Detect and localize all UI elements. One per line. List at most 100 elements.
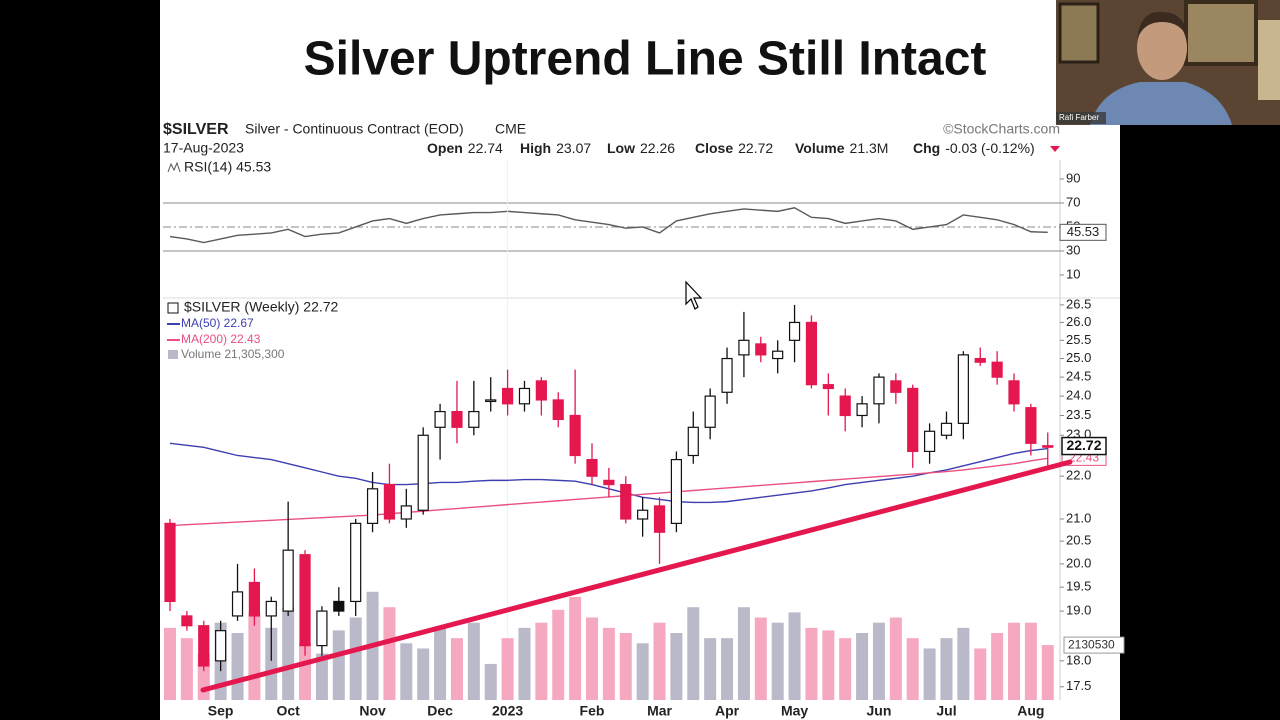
rsi-tick-label: 10 xyxy=(1066,266,1080,281)
volume-bar xyxy=(856,633,869,700)
volume-bar xyxy=(737,607,750,700)
volume-bar xyxy=(991,633,1004,700)
y-tick-label: 25.5 xyxy=(1066,332,1091,347)
x-tick-label: Nov xyxy=(359,703,386,719)
candle-body xyxy=(451,410,463,428)
volume-tag: 2130530 xyxy=(1068,637,1115,651)
x-tick-label: Apr xyxy=(715,703,740,719)
ma-legend: MA(50) 22.67 xyxy=(181,316,254,330)
candle-body xyxy=(772,350,784,360)
volume-bar xyxy=(231,633,244,700)
quote-item: Low 22.26 xyxy=(607,140,675,156)
quote-item: High 23.07 xyxy=(520,140,591,156)
source: ©StockCharts.com xyxy=(943,121,1060,137)
candle-body xyxy=(586,458,598,477)
quote-label: Low xyxy=(607,140,635,156)
candle-body xyxy=(333,600,345,612)
volume-bar xyxy=(872,622,885,700)
candle-body xyxy=(299,554,311,647)
candle-body xyxy=(805,321,818,386)
y-tick-label: 20.5 xyxy=(1066,533,1091,548)
volume-bar xyxy=(417,648,430,700)
candle-body xyxy=(468,410,480,428)
rsi-tick-label: 30 xyxy=(1066,242,1080,257)
wall-picture xyxy=(1058,2,1100,64)
chart-header: $SILVER Silver - Continuous Contract (EO… xyxy=(163,121,1060,156)
volume-bar xyxy=(602,627,615,700)
y-tick-label: 17.5 xyxy=(1066,678,1091,693)
candle-body xyxy=(350,522,362,603)
change-arrow xyxy=(1050,146,1060,152)
candle-body xyxy=(721,357,733,393)
quote-item: Volume 21.3M xyxy=(795,140,888,156)
x-tick-label: Feb xyxy=(580,703,605,719)
candle-body xyxy=(620,483,632,520)
legend-icon xyxy=(167,302,179,314)
price-tag-box xyxy=(1061,436,1107,456)
volume-bar xyxy=(265,627,278,700)
chart-margin xyxy=(1056,125,1120,720)
volume-bar xyxy=(687,607,700,700)
participant-name: Rafi Farber xyxy=(1059,113,1099,122)
volume-bar xyxy=(1008,622,1020,700)
x-tick-label: Sep xyxy=(208,703,234,719)
candle-body xyxy=(535,380,547,401)
volume-bar xyxy=(518,627,531,700)
volume-bar xyxy=(164,627,176,700)
candle-body xyxy=(316,610,328,647)
candle-body xyxy=(417,434,429,511)
volume-bar xyxy=(332,630,345,700)
candle-body xyxy=(231,591,244,617)
candle-body xyxy=(569,414,581,457)
volume-bar xyxy=(771,622,784,700)
volume-bar xyxy=(552,609,565,700)
volume-bar xyxy=(721,638,734,700)
y-tick-label: 19.0 xyxy=(1066,603,1091,618)
y-tick-label: 22.0 xyxy=(1066,468,1091,483)
slide xyxy=(160,0,1056,720)
candle-body xyxy=(704,395,716,428)
rsi-tag-box xyxy=(1059,223,1107,241)
legend-swatch xyxy=(168,350,178,359)
slide-title: Silver Uptrend Line Still Intact xyxy=(304,33,987,86)
quote-value: 22.74 xyxy=(468,140,503,156)
volume-bar xyxy=(535,622,548,700)
candle-body xyxy=(974,357,986,363)
candle-body xyxy=(181,615,193,627)
candle-body xyxy=(383,483,396,520)
candle-body xyxy=(822,384,834,390)
volume-bar xyxy=(501,638,514,700)
candle-body xyxy=(164,522,176,603)
candle-body xyxy=(198,625,210,667)
rsi-tag: 45.53 xyxy=(1067,224,1100,239)
volume-bar xyxy=(923,648,936,700)
rsi-tick-label: 90 xyxy=(1066,170,1080,185)
quote-label: Volume xyxy=(795,140,845,156)
candle-body xyxy=(248,581,260,617)
exchange: CME xyxy=(495,121,526,137)
candle-body xyxy=(1025,407,1037,444)
candle-body xyxy=(215,630,227,662)
symbol: $SILVER xyxy=(163,121,229,138)
x-tick-label: May xyxy=(781,703,808,719)
candle-body xyxy=(282,549,294,612)
quote-value: 21.3M xyxy=(850,140,889,156)
volume-bar xyxy=(569,596,582,700)
volume-bar xyxy=(383,607,396,700)
volume-bar xyxy=(704,638,717,700)
quote-value: 23.07 xyxy=(556,140,591,156)
volume-bar xyxy=(889,617,902,700)
volume-bar xyxy=(282,607,295,700)
volume-bar xyxy=(805,627,818,700)
quote-item: Close 22.72 xyxy=(695,140,773,156)
x-tick-label: Jul xyxy=(936,703,956,719)
webcam: Rafi Farber xyxy=(1056,0,1280,125)
candle-body xyxy=(890,380,902,393)
volume-bar xyxy=(839,638,852,700)
x-tick-label: 2023 xyxy=(492,703,523,719)
candle-body xyxy=(400,505,412,520)
volume-bar xyxy=(299,643,312,700)
rsi-tick-label: 70 xyxy=(1066,194,1080,209)
y-tick-label: 19.5 xyxy=(1066,579,1091,594)
